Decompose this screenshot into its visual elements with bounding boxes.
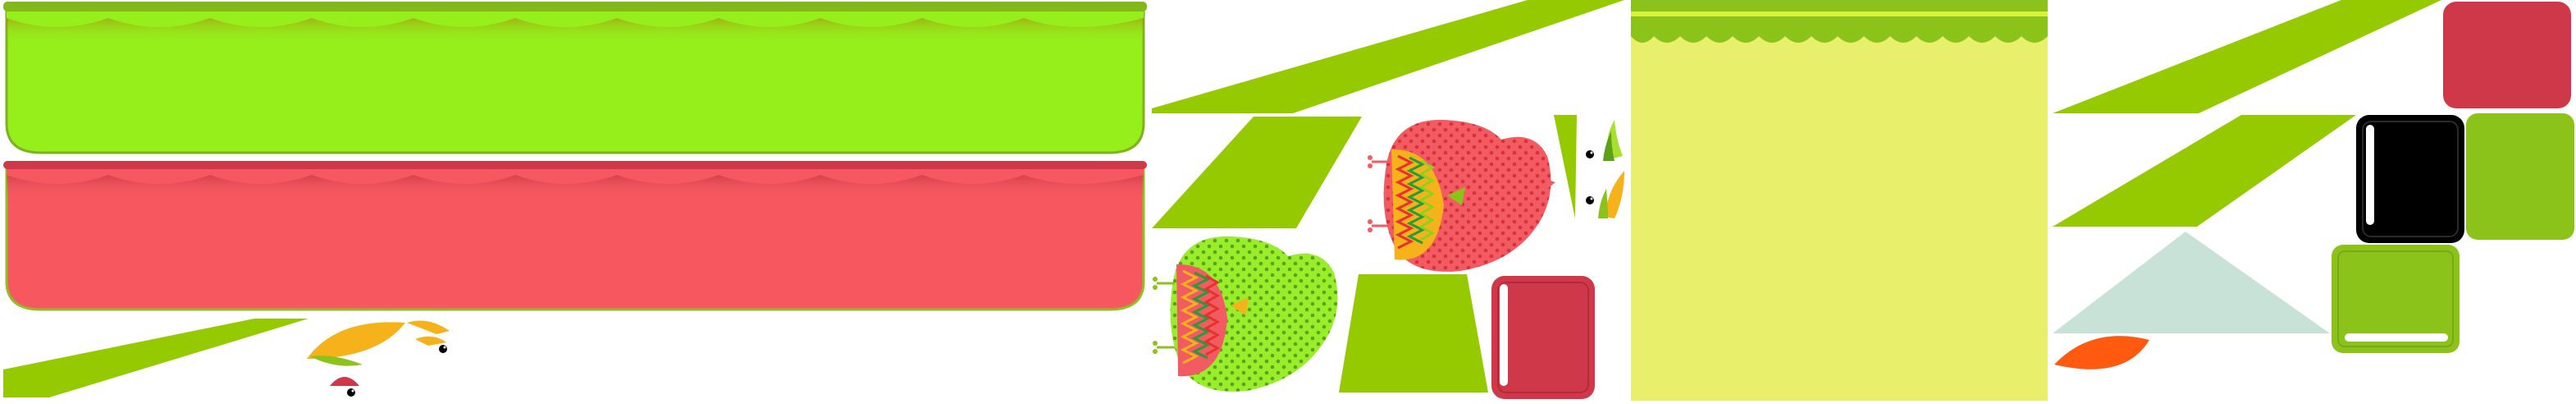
green-parallelogram-left [1150, 115, 1365, 230]
green-square-button-with-bar[interactable] [2330, 243, 2461, 355]
red-dotted-bird [1362, 115, 1559, 279]
black-square-button[interactable] [2353, 112, 2468, 246]
orange-leaf [2051, 332, 2158, 378]
slanted-strip-right-top [2051, 0, 2445, 117]
red-mushroom-head-piece [327, 368, 368, 401]
thin-green-wedge [1552, 113, 1582, 220]
orange-wing-piece [304, 316, 410, 365]
green-dotted-bird [1149, 232, 1345, 401]
pale-teal-triangle [2051, 230, 2335, 337]
red-awning-panel [0, 158, 1150, 314]
green-square-button[interactable] [2464, 112, 2576, 243]
red-square-button[interactable] [2441, 0, 2573, 112]
yellow-backdrop-panel [1628, 0, 2051, 404]
slanted-green-strip [0, 319, 312, 401]
slanted-strip-right-mid [2051, 113, 2363, 232]
slanted-strip-center [1150, 0, 1626, 115]
green-trapezoid [1336, 273, 1491, 396]
lime-awning-panel [0, 0, 1150, 158]
orange-feather-head-piece [1578, 168, 1628, 220]
crimson-door-card [1488, 273, 1598, 402]
green-feather-head-piece [1578, 115, 1628, 164]
green-crest-piece [308, 353, 366, 373]
orange-beak-head-piece [404, 316, 461, 357]
